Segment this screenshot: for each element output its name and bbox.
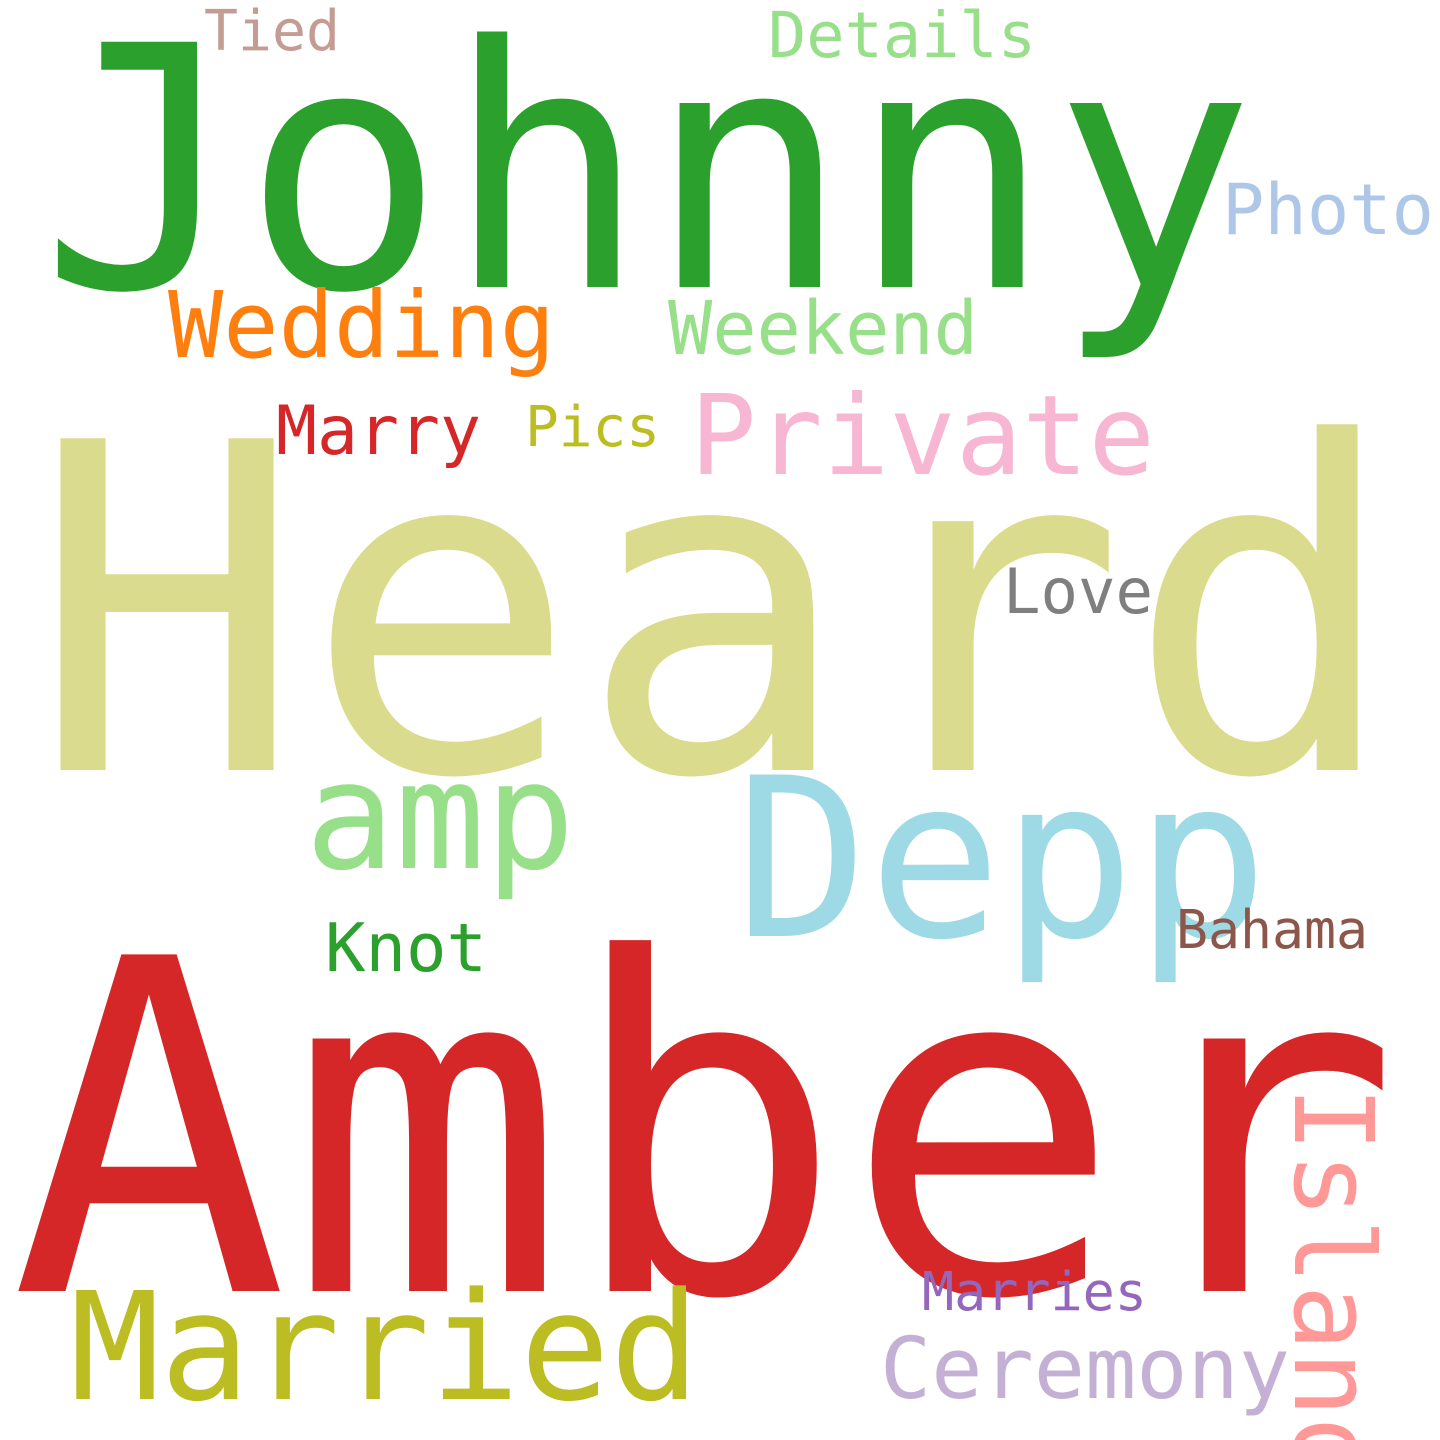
word-wedding: Wedding bbox=[168, 272, 556, 380]
word-johnny: Johnny bbox=[40, 0, 1255, 367]
word-island: Island bbox=[1269, 1086, 1397, 1440]
word-marries: Marries bbox=[922, 1260, 1147, 1324]
word-tied: Tied bbox=[204, 0, 340, 65]
word-marry: Marry bbox=[276, 391, 481, 471]
word-amp: amp bbox=[305, 730, 576, 905]
word-heard: Heard bbox=[30, 349, 1400, 879]
word-depp: Depp bbox=[735, 731, 1269, 990]
word-weekend: Weekend bbox=[668, 286, 978, 372]
word-married: Married bbox=[70, 1260, 700, 1435]
word-private: Private bbox=[690, 372, 1155, 501]
word-ceremony: Ceremony bbox=[880, 1320, 1290, 1420]
word-amber: Amber bbox=[10, 862, 1401, 1401]
word-pics: Pics bbox=[525, 395, 660, 461]
word-photo: Photo bbox=[1222, 168, 1435, 251]
word-knot: Knot bbox=[325, 908, 487, 987]
word-love: Love bbox=[1003, 555, 1153, 629]
word-details: Details bbox=[768, 0, 1037, 73]
word-bahama: Bahama bbox=[1176, 899, 1368, 962]
